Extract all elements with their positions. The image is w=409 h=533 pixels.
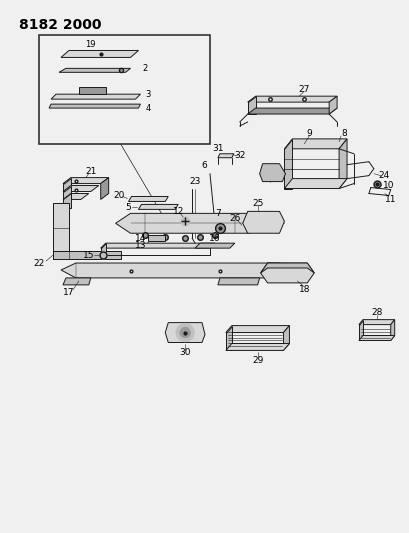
Text: 16: 16 [209, 233, 220, 243]
Polygon shape [260, 263, 313, 283]
Text: 6: 6 [201, 161, 207, 170]
Polygon shape [247, 96, 255, 114]
Polygon shape [148, 235, 165, 241]
Text: 7: 7 [214, 209, 220, 218]
Text: 18: 18 [298, 285, 309, 294]
Text: 20: 20 [112, 191, 124, 200]
Text: 25: 25 [252, 199, 263, 208]
Polygon shape [225, 343, 289, 350]
Polygon shape [217, 278, 259, 285]
Text: 11: 11 [384, 195, 396, 204]
Text: 26: 26 [229, 214, 240, 223]
Text: 15: 15 [83, 251, 94, 260]
Polygon shape [101, 177, 108, 199]
Text: 30: 30 [179, 348, 191, 357]
Text: 22: 22 [34, 259, 45, 268]
Polygon shape [101, 243, 214, 248]
Text: 23: 23 [189, 177, 200, 186]
Polygon shape [358, 336, 394, 341]
Polygon shape [328, 96, 336, 114]
Polygon shape [61, 51, 138, 58]
Polygon shape [49, 104, 140, 108]
Text: 8182 2000: 8182 2000 [19, 18, 101, 31]
Polygon shape [63, 177, 108, 183]
Polygon shape [63, 278, 90, 285]
Polygon shape [217, 154, 233, 158]
Polygon shape [63, 177, 71, 191]
Circle shape [180, 328, 190, 337]
Text: 17: 17 [63, 288, 74, 297]
Polygon shape [358, 320, 394, 325]
Polygon shape [284, 139, 346, 149]
Polygon shape [284, 179, 346, 189]
Text: 29: 29 [252, 356, 263, 365]
Text: 21: 21 [85, 167, 96, 176]
Circle shape [176, 324, 193, 342]
Polygon shape [128, 197, 168, 201]
Polygon shape [284, 139, 292, 189]
Text: 27: 27 [298, 85, 309, 94]
Text: 3: 3 [145, 90, 151, 99]
Polygon shape [260, 263, 313, 273]
Polygon shape [63, 193, 71, 208]
Text: 4: 4 [146, 103, 151, 112]
Text: 9: 9 [306, 130, 311, 139]
Polygon shape [242, 212, 284, 233]
Polygon shape [63, 185, 99, 191]
Text: 28: 28 [370, 308, 382, 317]
Polygon shape [283, 326, 289, 350]
Polygon shape [63, 185, 71, 199]
Polygon shape [61, 263, 294, 278]
Polygon shape [247, 96, 336, 102]
Text: 32: 32 [234, 151, 245, 160]
Bar [39, 35, 209, 144]
Polygon shape [115, 213, 264, 233]
Polygon shape [225, 326, 289, 333]
Polygon shape [338, 139, 346, 189]
Polygon shape [138, 205, 178, 209]
Polygon shape [79, 87, 106, 94]
Text: 5: 5 [125, 203, 131, 212]
Text: 12: 12 [172, 207, 183, 216]
Polygon shape [63, 193, 89, 199]
Text: 14: 14 [135, 233, 146, 243]
Polygon shape [247, 108, 336, 114]
Text: 13: 13 [135, 240, 146, 249]
Polygon shape [390, 320, 394, 341]
Polygon shape [51, 94, 140, 99]
Polygon shape [53, 204, 69, 251]
Text: 19: 19 [85, 40, 96, 49]
Polygon shape [101, 243, 106, 255]
Text: 24: 24 [377, 171, 389, 180]
Polygon shape [165, 322, 204, 343]
Polygon shape [358, 320, 362, 341]
Polygon shape [225, 326, 231, 350]
Text: 2: 2 [142, 64, 148, 73]
Polygon shape [195, 243, 234, 248]
Text: 10: 10 [382, 181, 393, 190]
Text: 8: 8 [340, 130, 346, 139]
Polygon shape [259, 164, 285, 182]
Polygon shape [53, 251, 120, 259]
Text: 31: 31 [211, 144, 223, 154]
Polygon shape [59, 68, 130, 72]
